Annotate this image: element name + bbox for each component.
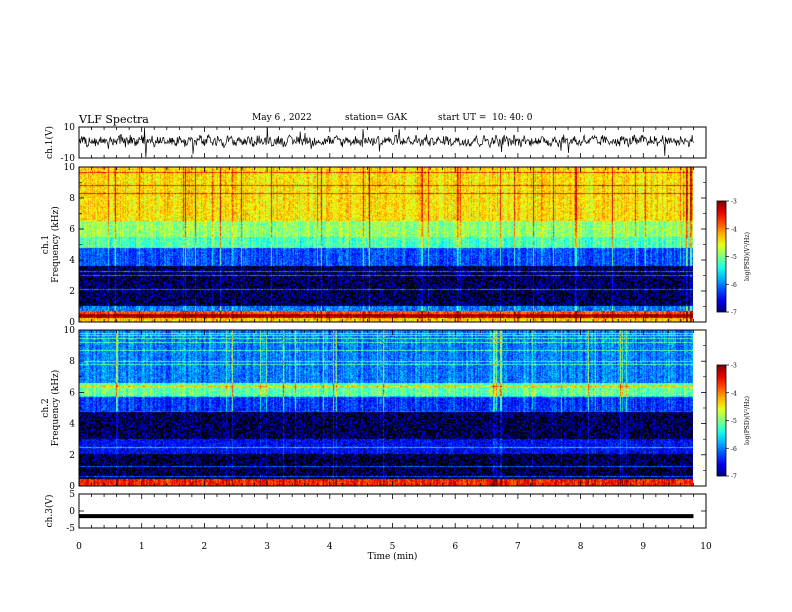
spectrogram-image-ch2	[79, 330, 693, 486]
spectrograms	[79, 167, 693, 486]
waveforms	[78, 127, 694, 519]
colorbar-ch1	[716, 200, 727, 313]
x-tick-label: 3	[264, 542, 270, 552]
colorbar-tick-label: -3	[731, 363, 737, 370]
colorbar-tick-label: -5	[731, 254, 737, 261]
y-tick-label: -5	[66, 524, 75, 534]
panel-frame-4	[78, 493, 707, 529]
colorbar-ch2	[716, 364, 727, 477]
x-tick-label: 4	[327, 542, 333, 552]
y-tick-label: 0	[69, 507, 75, 517]
colorbar-label: log(PSD)(V²/Hz)	[744, 396, 751, 445]
y-tick-label: 6	[69, 225, 75, 235]
y-tick-label: 10	[64, 326, 76, 336]
date-label: May 6 , 2022	[252, 113, 312, 123]
y-axis-label: ch.3(V)	[44, 495, 55, 528]
y-tick-label: 2	[69, 287, 75, 297]
y-tick-label: 8	[69, 357, 75, 367]
x-tick-label: 6	[452, 542, 458, 552]
x-tick-label: 1	[139, 542, 145, 552]
chart-title: VLF Spectra	[79, 113, 149, 126]
y-axis-label: Frequency (kHz)	[50, 206, 61, 283]
y-tick-label: 6	[69, 388, 75, 398]
station-label: station= GAK	[345, 113, 408, 123]
colorbar-tick-label: -5	[731, 418, 737, 425]
colorbar-tick-label: -7	[731, 310, 737, 317]
colorbar-tick-label: -3	[731, 199, 737, 206]
y-axis-label: Frequency (kHz)	[50, 370, 61, 447]
colorbar-tick-label: -7	[731, 474, 737, 481]
y-tick-label: 10	[64, 163, 76, 173]
colorbar-tick-label: -6	[731, 282, 737, 289]
y-tick-label: 10	[64, 123, 76, 133]
colorbars: -3 -4 -5 -6 -7 log(PSD)(V²/Hz) -3 -4 -5 -6 -7 log(P…	[716, 199, 751, 481]
colorbar-label: log(PSD)(V²/Hz)	[744, 232, 751, 281]
x-tick-label: 8	[578, 542, 584, 552]
y-tick-label: 2	[69, 451, 75, 461]
spectrogram-image-ch1	[79, 167, 693, 322]
y-tick-label: 4	[69, 420, 75, 430]
y-tick-label: 5	[69, 490, 75, 500]
x-tick-label: 2	[202, 542, 208, 552]
y-axis-label: ch.1	[41, 235, 51, 254]
x-tick-label: 10	[700, 542, 712, 552]
x-tick-label: 0	[76, 542, 82, 552]
y-tick-label: -10	[61, 154, 76, 164]
y-axis-label: ch.2	[41, 398, 51, 417]
start-time-label: start UT = 10: 40: 0	[438, 113, 533, 123]
colorbar-tick-label: -4	[731, 390, 737, 397]
x-tick-label: 9	[640, 542, 646, 552]
colorbar-tick-label: -6	[731, 446, 737, 453]
x-axis-label: Time (min)	[368, 551, 418, 562]
ch1-waveform-line	[78, 127, 694, 158]
y-tick-label: 4	[69, 256, 75, 266]
colorbar-tick-label: -4	[731, 226, 737, 233]
y-tick-label: 0	[69, 318, 75, 328]
y-axis-label: ch.1(V)	[44, 126, 55, 159]
y-tick-label: 8	[69, 194, 75, 204]
x-tick-label: 7	[515, 542, 521, 552]
x-tick-label: 5	[390, 542, 396, 552]
y-tick-label: 0	[69, 482, 75, 492]
